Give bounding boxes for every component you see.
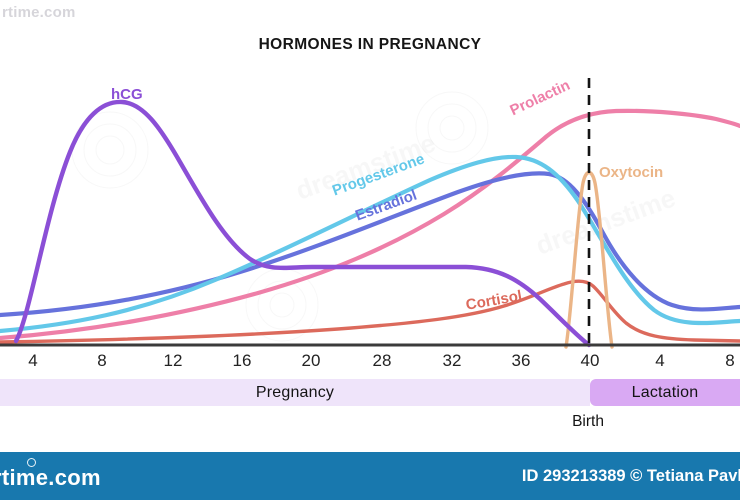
- oxytocin-label: Oxytocin: [599, 164, 664, 181]
- cortisol-curve: [0, 279, 740, 344]
- stock-site-logo: rtime.com: [0, 465, 101, 490]
- logo-spiral-icon: [27, 458, 36, 467]
- page-title: HORMONES IN PREGNANCY: [258, 36, 482, 53]
- progesterone-curve: [0, 154, 740, 334]
- x-tick-label: 16: [232, 351, 252, 370]
- birth-label: Birth: [572, 413, 604, 430]
- lactation-band-label: Lactation: [631, 383, 699, 401]
- x-tick-label: 20: [301, 351, 321, 370]
- footer-watermark-bar: rtime.com ID 293213389 © Tetiana Pavl: [0, 452, 740, 500]
- x-tick-label: 12: [163, 351, 183, 370]
- x-tick-label: 28: [372, 351, 392, 370]
- estradiol-curve: [0, 171, 740, 318]
- x-tick-label: 8: [725, 351, 735, 370]
- x-tick-label: 40: [580, 351, 600, 370]
- x-tick-label: 36: [511, 351, 531, 370]
- hcg-curve: [13, 99, 592, 348]
- x-tick-label: 8: [97, 351, 107, 370]
- watermark-top-left: rtime.com: [2, 4, 76, 21]
- image-credit: ID 293213389 © Tetiana Pavl: [521, 467, 740, 485]
- x-tick-label: 32: [442, 351, 462, 370]
- x-tick-label: 4: [655, 351, 665, 370]
- hcg-label: hCG: [111, 86, 143, 103]
- pregnancy-band-label: Pregnancy: [255, 383, 335, 401]
- x-tick-label: 4: [28, 351, 38, 370]
- lactation-band: Lactation: [590, 379, 740, 406]
- pregnancy-band: Pregnancy: [0, 379, 590, 406]
- curves-canvas: dreamstime dreamstime: [0, 78, 740, 349]
